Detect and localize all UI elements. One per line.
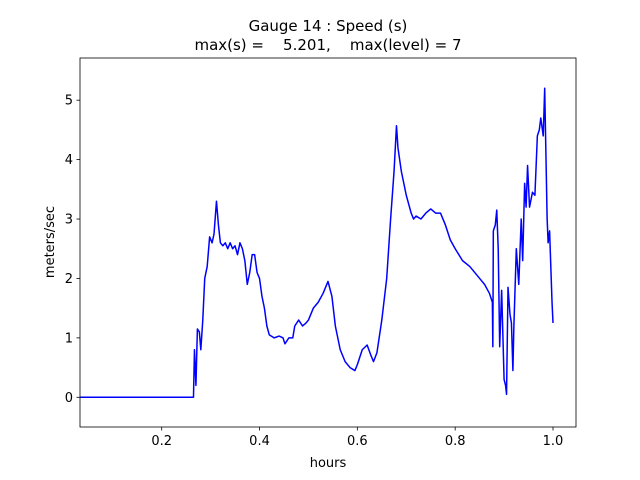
x-tick-label: 1.0 <box>543 434 564 449</box>
chart-title: Gauge 14 : Speed (s) <box>249 17 408 35</box>
y-tick-label: 1 <box>65 331 73 346</box>
x-tick-label: 0.8 <box>445 434 466 449</box>
y-tick-label: 5 <box>65 94 73 109</box>
x-tick-label: 0.2 <box>151 434 172 449</box>
plot-frame <box>79 57 577 428</box>
y-axis-label: meters/sec <box>43 206 58 278</box>
y-tick-label: 0 <box>65 391 73 406</box>
x-axis-label: hours <box>310 456 347 471</box>
x-tick-label: 0.4 <box>249 434 270 449</box>
data-line <box>80 87 554 399</box>
y-tick-label: 4 <box>65 153 73 168</box>
y-tick-label: 2 <box>65 272 73 287</box>
y-tick-label: 3 <box>65 213 73 228</box>
chart-subtitle: max(s) = 5.201, max(level) = 7 <box>194 36 461 54</box>
x-tick-label: 0.6 <box>347 434 368 449</box>
